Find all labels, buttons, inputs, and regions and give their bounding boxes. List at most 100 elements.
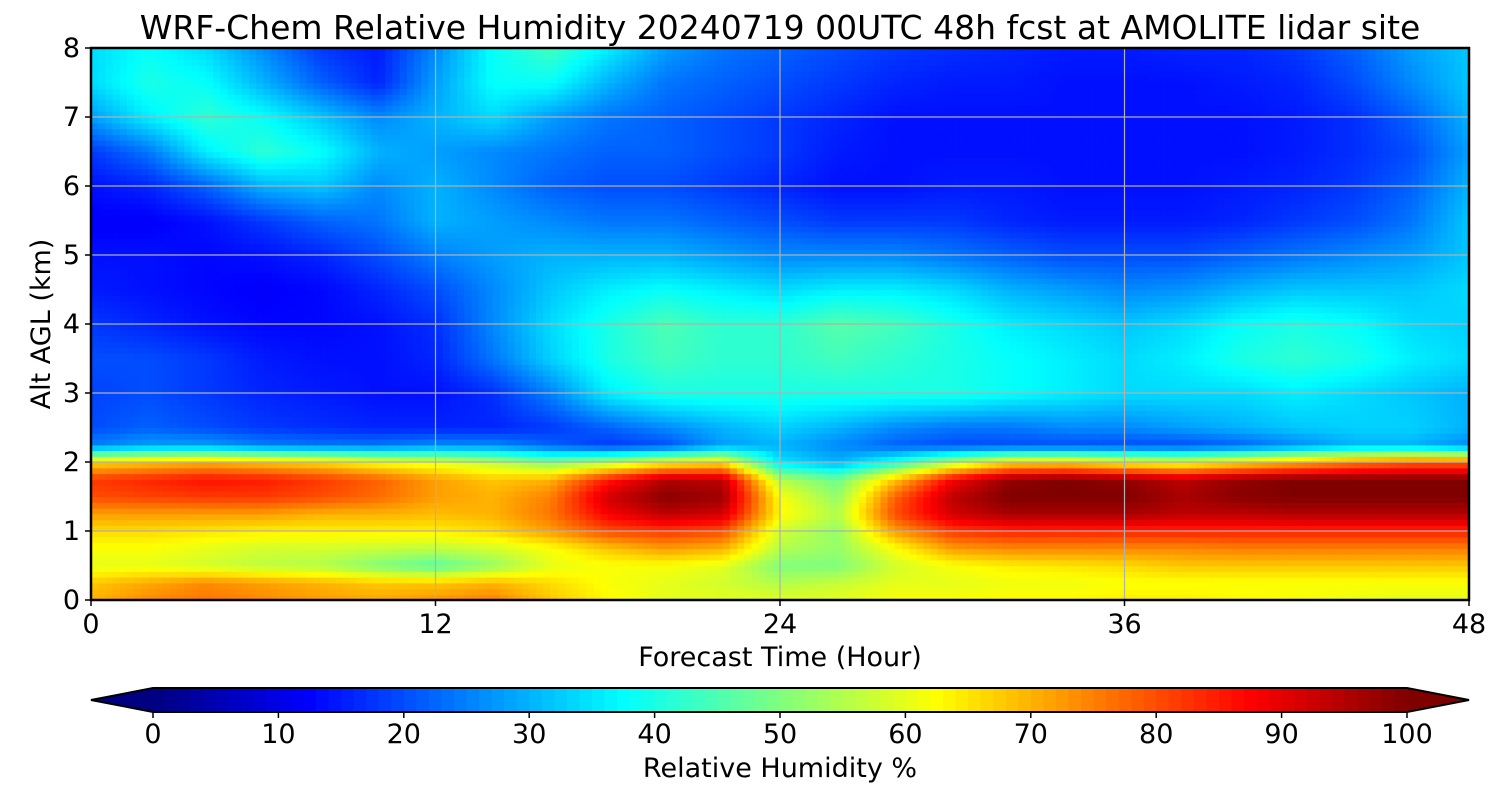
heatmap-cell <box>643 554 652 561</box>
heatmap-cell <box>421 508 429 515</box>
heatmap-cell <box>191 542 200 549</box>
heatmap-cell <box>1260 508 1269 515</box>
heatmap-cell <box>349 485 358 492</box>
heatmap-cell <box>1146 571 1154 578</box>
heatmap-cell <box>1325 502 1334 509</box>
heatmap-cell <box>1275 588 1283 595</box>
heatmap-cell <box>1210 531 1219 538</box>
heatmap-cell <box>184 450 193 457</box>
heatmap-cell <box>593 554 602 561</box>
heatmap-cell <box>966 536 975 544</box>
heatmap-cell <box>406 559 415 567</box>
heatmap-cell <box>1117 536 1126 544</box>
heatmap-cell <box>205 536 214 544</box>
heatmap-cell <box>686 519 695 526</box>
heatmap-cell <box>593 588 602 595</box>
heatmap-cell <box>234 508 243 515</box>
heatmap-cell <box>105 588 114 595</box>
heatmap-cell <box>234 479 243 486</box>
heatmap-cell <box>830 554 839 561</box>
heatmap-cell <box>1016 565 1025 572</box>
heatmap-cell <box>1239 490 1248 498</box>
heatmap-cell <box>586 577 594 584</box>
heatmap-cell <box>909 479 917 486</box>
heatmap-cell <box>277 462 286 469</box>
heatmap-cell <box>1074 485 1083 492</box>
heatmap-cell <box>1433 513 1441 521</box>
heatmap-cell <box>370 479 379 486</box>
heatmap-cell <box>1217 485 1226 492</box>
heatmap-cell <box>701 502 709 509</box>
heatmap-cell <box>1325 479 1334 486</box>
heatmap-cell <box>98 473 106 480</box>
heatmap-cell <box>392 559 401 567</box>
heatmap-cell <box>643 519 652 526</box>
heatmap-cell <box>693 508 702 515</box>
heatmap-cell <box>1311 502 1319 509</box>
heatmap-cell <box>500 508 508 515</box>
heatmap-cell <box>1031 456 1039 463</box>
heatmap-cell <box>665 571 673 578</box>
heatmap-cell <box>1224 462 1233 469</box>
heatmap-cell <box>1346 582 1355 590</box>
heatmap-cell <box>586 479 594 486</box>
heatmap-cell <box>105 473 114 480</box>
heatmap-cell <box>1368 496 1377 503</box>
heatmap-cell <box>1217 462 1226 469</box>
heatmap-cell <box>399 559 408 567</box>
heatmap-cell <box>263 485 272 492</box>
heatmap-cell <box>270 450 279 457</box>
heatmap-cell <box>471 542 480 549</box>
heatmap-cell <box>693 513 702 521</box>
heatmap-cell <box>119 577 128 584</box>
heatmap-cell <box>1253 519 1262 526</box>
heatmap-cell <box>902 456 910 463</box>
heatmap-cell <box>1346 502 1355 509</box>
heatmap-cell <box>428 531 437 538</box>
heatmap-cell <box>112 588 121 595</box>
heatmap-cell <box>622 542 630 549</box>
heatmap-cell <box>284 571 293 578</box>
heatmap-cell <box>449 485 458 492</box>
heatmap-cell <box>141 531 150 538</box>
heatmap-cell <box>335 571 343 578</box>
heatmap-cell <box>1411 485 1420 492</box>
heatmap-cell <box>1074 554 1083 561</box>
heatmap-cell <box>937 485 946 492</box>
heatmap-cell <box>1461 496 1469 503</box>
heatmap-cell <box>629 594 638 600</box>
heatmap-cell <box>521 490 530 498</box>
heatmap-cell <box>873 542 882 549</box>
heatmap-cell <box>980 542 989 549</box>
heatmap-cell <box>1246 594 1255 600</box>
heatmap-cell <box>306 508 315 515</box>
heatmap-cell <box>693 548 702 555</box>
heatmap-cell <box>1095 473 1104 480</box>
heatmap-cell <box>1146 502 1154 509</box>
heatmap-cell <box>1375 536 1384 544</box>
heatmap-cell <box>428 577 437 584</box>
heatmap-cell <box>1131 496 1140 503</box>
heatmap-cell <box>765 473 774 480</box>
heatmap-cell <box>693 536 702 544</box>
heatmap-cell <box>1433 582 1441 590</box>
heatmap-cell <box>335 548 343 555</box>
heatmap-cell <box>91 450 99 457</box>
heatmap-cell <box>1239 594 1248 600</box>
heatmap-cell <box>937 559 946 567</box>
heatmap-cell <box>801 531 810 538</box>
heatmap-cell <box>378 450 386 457</box>
heatmap-cell <box>1447 531 1456 538</box>
heatmap-cell <box>1397 508 1406 515</box>
heatmap-cell <box>801 473 810 480</box>
heatmap-cell <box>916 502 925 509</box>
heatmap-cell <box>1167 508 1176 515</box>
heatmap-cell <box>378 467 386 475</box>
heatmap-cell <box>464 559 472 567</box>
heatmap-cell <box>1189 588 1197 595</box>
heatmap-cell <box>866 588 874 595</box>
heatmap-cell <box>1404 467 1413 475</box>
heatmap-cell <box>392 536 401 544</box>
heatmap-cell <box>227 519 236 526</box>
heatmap-cell <box>1031 496 1039 503</box>
